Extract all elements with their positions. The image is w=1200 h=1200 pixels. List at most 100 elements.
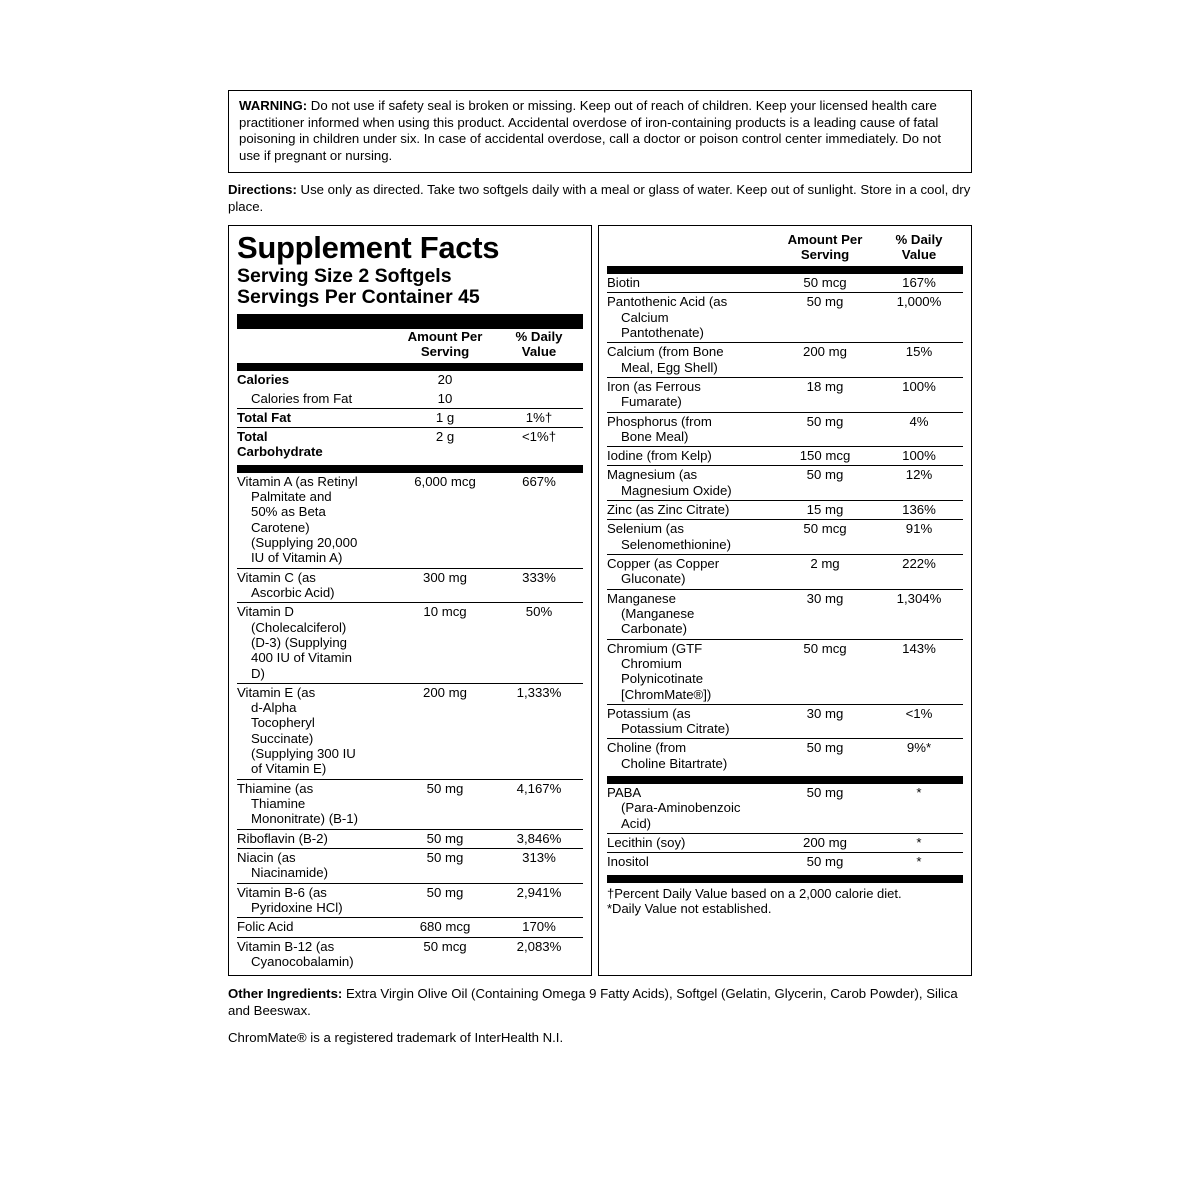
nutrient-name-cont: (D-3) (Supplying — [251, 634, 348, 650]
nutrient-name-cont: Choline Bitartrate) — [621, 755, 728, 771]
nutrient-amount: 50 mcg — [775, 519, 875, 555]
nutrient-name-cont: Palmitate and — [251, 489, 332, 505]
nutrient-amount: 1 g — [395, 407, 495, 428]
nutrient-name: Vitamin C (as Ascorbic Acid) — [237, 567, 395, 603]
supplement-facts-left-panel: Supplement Facts Serving Size 2 Softgels… — [228, 225, 592, 977]
nutrient-row: Calcium (from Bone Meal, Egg Shell) 200 mg… — [607, 342, 963, 378]
nutrient-amount: 50 mg — [775, 292, 875, 343]
nutrient-row: Vitamin B-6 (as Pyridoxine HCl) 50 mg 2,941… — [237, 882, 583, 918]
nutrient-name: Copper (as Copper Gluconate) — [607, 554, 775, 590]
nutrient-name-cont: Niacinamide) — [251, 865, 328, 881]
nutrient-amount: 6,000 mcg — [414, 473, 476, 489]
nutrient-amount: 50 mg — [775, 411, 875, 447]
nutrient-amount: 50 mg — [806, 785, 844, 801]
nutrient-name: Vitamin B-6 (as Pyridoxine HCl) — [237, 882, 395, 918]
nutrient-amount: 18 mg — [775, 376, 875, 413]
nutrient-name: Folic Acid — [237, 917, 395, 938]
nutrient-row: Total Fat 1 g 1%† — [237, 407, 583, 428]
header-spacer-right — [607, 232, 775, 264]
nutrient-daily-value: 222% — [875, 554, 963, 590]
nutrient-name-cont: Magnesium Oxide) — [621, 482, 732, 498]
nutrient-row: Lecithin (soy) 200 mg * — [607, 833, 963, 853]
nutrient-row: Vitamin B-12 (as Cyanocobalamin) 50 mcg 2,0… — [237, 936, 583, 972]
nutrient-name-cont: Polynicotinate — [621, 671, 704, 687]
nutrient-daily-value: 4% — [875, 411, 963, 447]
footnote-daily-value: †Percent Daily Value based on a 2,000 ca… — [607, 885, 902, 901]
directions-text: Use only as directed. Take two softgels … — [228, 182, 971, 214]
supplement-facts: Supplement Facts Serving Size 2 Softgels… — [228, 225, 972, 977]
other-nutrients-table: PABA (Para-Aminobenzoic Acid) 50 mg * Lecithi… — [607, 784, 963, 872]
nutrient-amount: 50 mg — [395, 882, 495, 918]
nutrient-amount: 50 mg — [395, 778, 495, 830]
nutrient-daily-value: 100% — [875, 376, 963, 413]
nutrient-name: Vitamin E (as d-Alpha Tocopheryl Succinate)… — [237, 682, 395, 780]
nutrient-amount: 150 mcg — [775, 446, 875, 466]
supplement-facts-right-panel: Amount Per Serving % Daily Value Biotin 5… — [598, 225, 972, 977]
nutrient-row: Potassium (as Potassium Citrate) 30 mg <1% — [607, 703, 963, 739]
nutrient-name: Calories from Fat — [237, 390, 395, 409]
nutrient-daily-value: 2,083% — [495, 936, 583, 972]
nutrient-row: Iron (as Ferrous Fumarate) 18 mg 100% — [607, 376, 963, 413]
nutrient-daily-value: 667% — [522, 473, 556, 489]
nutrient-amount: 2 g — [395, 427, 495, 462]
nutrient-daily-value: 333% — [495, 567, 583, 603]
nutrient-name: Choline (from Choline Bitartrate) — [607, 738, 775, 774]
nutrient-name-cont: Cyanocobalamin) — [251, 953, 354, 969]
nutrient-name: Vitamin A (as Retinyl Palmitate and 50% as… — [237, 473, 395, 568]
nutrient-name-cont: of Vitamin E) — [251, 761, 327, 777]
nutrient-name-cont: (Cholecalciferol) — [251, 619, 347, 635]
nutrient-name: Iodine (from Kelp) — [607, 446, 775, 466]
nutrient-amount: 300 mg — [395, 567, 495, 603]
nutrient-name-cont: Thiamine — [251, 796, 306, 812]
nutrient-amount: 50 mcg — [803, 275, 847, 291]
header-rule-bar — [237, 363, 583, 372]
nutrient-name-cont: d-Alpha — [251, 700, 297, 716]
nutrient-name: Potassium (as Potassium Citrate) — [607, 703, 775, 739]
vitamin-table: Vitamin A (as Retinyl Palmitate and 50% as… — [237, 473, 583, 972]
nutrient-name-cont: Mononitrate) (B-1) — [251, 811, 359, 827]
nutrient-row: Magnesium (as Magnesium Oxide) 50 mg 12% — [607, 465, 963, 501]
nutrient-name-cont: 400 IU of Vitamin — [251, 650, 352, 666]
nutrient-amount: 50 mcg — [775, 638, 875, 705]
nutrient-row: Vitamin A (as Retinyl Palmitate and 50% as… — [237, 473, 583, 568]
nutrient-name-cont: IU of Vitamin A) — [251, 550, 343, 566]
nutrient-amount: 20 — [437, 372, 453, 388]
nutrient-daily-value — [495, 371, 583, 389]
header-amount-per-serving: Amount Per Serving — [407, 329, 483, 359]
nutrient-name: Magnesium (as Magnesium Oxide) — [607, 465, 775, 501]
nutrient-daily-value: 1,333% — [495, 682, 583, 780]
nutrient-amount: 50 mg — [775, 738, 875, 774]
nutrient-amount: 200 mg — [395, 682, 495, 780]
nutrient-amount: 10 mcg — [395, 602, 495, 684]
nutrient-daily-value: 50% — [495, 602, 583, 684]
nutrient-amount: 30 mg — [775, 588, 875, 640]
nutrient-row: Inositol 50 mg * — [607, 852, 963, 872]
nutrient-daily-value: 4,167% — [495, 778, 583, 830]
nutrient-daily-value: * — [875, 852, 963, 872]
footnote-divider-bar — [607, 874, 963, 883]
nutrient-name-cont: Pyridoxine HCl) — [251, 899, 343, 915]
nutrient-daily-value — [495, 390, 583, 409]
nutrient-name-cont: Pantothenate) — [621, 324, 704, 340]
serving-size: Serving Size 2 Softgels — [237, 264, 452, 287]
nutrient-name-cont: Carbohydrate — [237, 444, 323, 460]
nutrient-amount: 680 mcg — [395, 917, 495, 938]
nutrient-row: Vitamin E (as d-Alpha Tocopheryl Succinate)… — [237, 682, 583, 780]
nutrient-name-cont: Meal, Egg Shell) — [621, 359, 718, 375]
warning-box: WARNING: Do not use if safety seal is br… — [228, 90, 972, 173]
nutrient-amount: 2 mg — [775, 554, 875, 590]
nutrient-name: Total Carbohydrate — [237, 427, 395, 462]
nutrient-name-cont: Bone Meal) — [621, 428, 689, 444]
nutrient-daily-value: 12% — [875, 465, 963, 501]
nutrient-row: Selenium (as Selenomethionine) 50 mcg 91% — [607, 519, 963, 555]
nutrient-name: Pantothenic Acid (as Calcium Pantothenate) — [607, 292, 775, 343]
nutrient-amount: 200 mg — [775, 342, 875, 378]
nutrient-daily-value: 313% — [495, 847, 583, 884]
nutrient-amount: 50 mg — [775, 465, 875, 501]
nutrient-daily-value: 3,846% — [495, 828, 583, 849]
other-ingredients-label: Other Ingredients: — [228, 986, 343, 1002]
label-page: WARNING: Do not use if safety seal is br… — [228, 90, 972, 1047]
nutrient-daily-value: 136% — [875, 500, 963, 520]
nutrient-name-cont: Carotene) — [251, 519, 310, 535]
nutrient-name: Zinc (as Zinc Citrate) — [607, 500, 775, 520]
